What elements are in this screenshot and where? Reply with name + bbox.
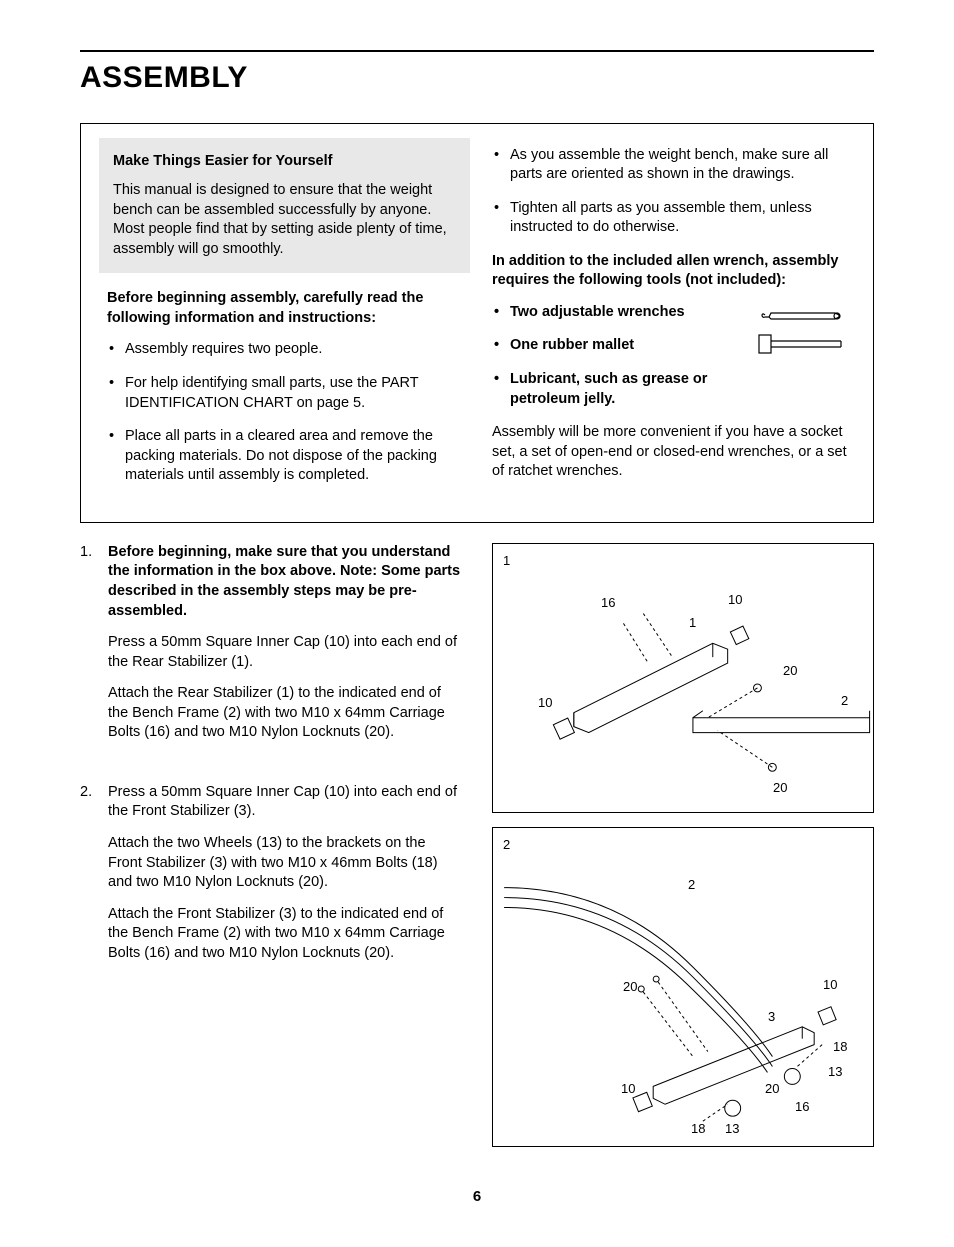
callout-body: This manual is designed to ensure that t… [113, 181, 456, 259]
intro-right-col: As you assemble the weight bench, make s… [492, 146, 847, 500]
list-item: Two adjustable wrenches [492, 303, 747, 323]
diagram-1-svg [493, 544, 873, 812]
step-lead: Before beginning, make sure that you und… [108, 543, 462, 621]
list-item: One rubber mallet [492, 336, 747, 356]
intro-right-list: As you assemble the weight bench, make s… [492, 146, 847, 238]
steps-text: Before beginning, make sure that you und… [80, 543, 462, 1147]
mallet-icon [759, 335, 841, 353]
diagram-label: 20 [623, 978, 637, 996]
diagram-label: 10 [621, 1080, 635, 1098]
diagram-label: 16 [795, 1098, 809, 1116]
steps-diagrams: 1 [492, 543, 874, 1147]
page-title: ASSEMBLY [80, 58, 874, 99]
diagram-1: 1 [492, 543, 874, 813]
tools-row: Two adjustable wrenches One rubber malle… [492, 303, 847, 423]
diagram-step-number: 1 [503, 552, 510, 570]
intro-left-col: Make Things Easier for Yourself This man… [107, 146, 462, 500]
title-rule [80, 50, 874, 52]
tools-list: Two adjustable wrenches One rubber malle… [492, 303, 747, 423]
diagram-label: 2 [841, 692, 848, 710]
step-para: Attach the Rear Stabilizer (1) to the in… [108, 684, 462, 743]
diagram-label: 10 [823, 976, 837, 994]
intro-box: Make Things Easier for Yourself This man… [80, 123, 874, 523]
tool-icons [757, 303, 847, 365]
callout-box: Make Things Easier for Yourself This man… [99, 138, 470, 274]
diagram-label: 1 [689, 614, 696, 632]
step-2: Press a 50mm Square Inner Cap (10) into … [80, 783, 462, 964]
intro-bold: Before beginning assembly, carefully rea… [107, 289, 462, 328]
diagram-2-svg [493, 828, 873, 1146]
diagram-label: 13 [725, 1120, 739, 1138]
diagram-2: 2 [492, 827, 874, 1147]
diagram-label: 3 [768, 1008, 775, 1026]
tools-outro: Assembly will be more convenient if you … [492, 423, 847, 482]
list-item: Assembly requires two people. [107, 340, 462, 360]
diagram-label: 18 [833, 1038, 847, 1056]
diagram-label: 20 [783, 662, 797, 680]
step-para: Attach the Front Stabilizer (3) to the i… [108, 905, 462, 964]
diagram-label: 20 [773, 779, 787, 797]
diagram-label: 10 [728, 591, 742, 609]
step-para: Attach the two Wheels (13) to the bracke… [108, 834, 462, 893]
tools-intro: In addition to the included allen wrench… [492, 252, 847, 291]
intro-left-list: Assembly requires two people. For help i… [107, 340, 462, 485]
diagram-label: 13 [828, 1063, 842, 1081]
diagram-label: 10 [538, 694, 552, 712]
list-item: For help identifying small parts, use th… [107, 374, 462, 413]
wrench-icon [757, 303, 847, 358]
list-item: Place all parts in a cleared area and re… [107, 427, 462, 486]
diagram-step-number: 2 [503, 836, 510, 854]
step-para: Press a 50mm Square Inner Cap (10) into … [108, 633, 462, 672]
list-item: As you assemble the weight bench, make s… [492, 146, 847, 185]
diagram-label: 18 [691, 1120, 705, 1138]
step-1: Before beginning, make sure that you und… [80, 543, 462, 743]
steps-section: Before beginning, make sure that you und… [80, 543, 874, 1147]
diagram-label: 2 [688, 876, 695, 894]
list-item: Lubricant, such as grease or petroleum j… [492, 370, 747, 409]
list-item: Tighten all parts as you assemble them, … [492, 199, 847, 238]
step-para: Press a 50mm Square Inner Cap (10) into … [108, 783, 462, 822]
page-number: 6 [80, 1187, 874, 1207]
diagram-label: 16 [601, 594, 615, 612]
callout-title: Make Things Easier for Yourself [113, 152, 456, 172]
steps-list: Before beginning, make sure that you und… [80, 543, 462, 964]
diagram-label: 20 [765, 1080, 779, 1098]
